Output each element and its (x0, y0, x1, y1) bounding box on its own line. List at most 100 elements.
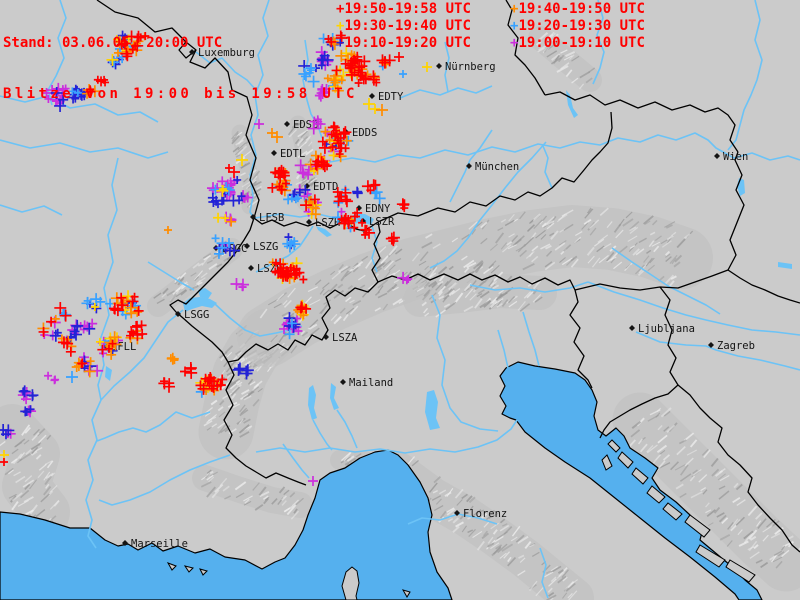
ridge-stroke (388, 245, 398, 256)
ridge-stroke (762, 525, 773, 533)
strike-cross (321, 83, 332, 94)
ridge-stroke (573, 236, 582, 244)
airport-label: LSZG (253, 241, 278, 253)
ridge-stroke (339, 307, 346, 314)
strike-cross (225, 164, 233, 172)
ridge-stroke (533, 219, 543, 230)
strike-cross (104, 344, 113, 353)
ridge-stroke (606, 251, 615, 262)
ridge-stroke (492, 284, 500, 290)
lake (308, 385, 317, 420)
ridge-stroke (545, 245, 552, 250)
strike-cross (340, 47, 353, 60)
strike-cross (158, 377, 171, 390)
ridge-stroke (392, 286, 399, 292)
ridge-stroke (557, 569, 564, 574)
ridge-stroke (560, 62, 570, 70)
ridge-stroke (563, 55, 573, 61)
strike-cross (370, 188, 381, 199)
ridge-stroke (596, 245, 605, 253)
ridge-stroke (647, 264, 655, 272)
ridge-stroke (659, 449, 666, 455)
strike-cross (399, 70, 407, 78)
ridge-stroke (308, 299, 321, 306)
place-labels: Luxemburg Nürnberg München Wien Ljubljana Zag… (102, 47, 755, 550)
ridge-stroke (424, 312, 430, 317)
ridge-stroke (423, 289, 431, 297)
river (96, 411, 211, 442)
ridge-stroke (237, 142, 246, 151)
strike-cross (331, 65, 342, 76)
ridge-stroke (544, 571, 554, 578)
ridge-stroke (194, 270, 203, 281)
river (407, 513, 498, 525)
ridge-stroke (511, 235, 519, 243)
ridge-stroke (627, 235, 638, 242)
ridge-stroke (31, 446, 39, 455)
ridge-stroke (529, 219, 534, 224)
ridge-stroke (787, 535, 794, 540)
ridge-stroke (382, 303, 389, 311)
strike-cross (95, 337, 104, 346)
country-borders (96, 0, 800, 553)
ridge-stroke (424, 265, 429, 271)
ridge-stroke (437, 280, 444, 286)
ridge-stroke (203, 420, 213, 427)
ridge-stroke (542, 215, 548, 222)
strike-cross (361, 180, 374, 193)
ridge-stroke (547, 42, 558, 50)
ridge-stroke (726, 540, 733, 547)
ridge-stroke (480, 221, 488, 229)
ridge-stroke (550, 597, 554, 600)
ridge-stroke (461, 255, 468, 261)
ridge-stroke (657, 424, 663, 431)
ridge-stroke (192, 262, 200, 269)
river (255, 419, 518, 454)
ridge-stroke (347, 284, 354, 290)
ridge-stroke (454, 488, 464, 499)
ridge-stroke (629, 220, 640, 231)
ridge-stroke (461, 525, 467, 533)
ridge-stroke (40, 493, 50, 503)
strike-cross (225, 187, 236, 198)
ridge-stroke (508, 296, 516, 304)
ridge-stroke (204, 412, 211, 417)
strike-cross (271, 131, 283, 143)
strike-cross (73, 88, 82, 97)
ridge-stroke (661, 240, 672, 248)
ridge-stroke (293, 508, 298, 514)
ridge-stroke (760, 561, 769, 569)
strike-cross (65, 346, 76, 357)
ridge-stroke (204, 472, 211, 479)
ridge-stroke (361, 255, 369, 262)
ridge-stroke (495, 232, 505, 244)
ridge-stroke (448, 289, 456, 297)
strike-cross (300, 199, 313, 212)
strike-cross (118, 37, 131, 50)
ridge-stroke (531, 551, 540, 557)
ridge-stroke (674, 254, 683, 263)
ridge-stroke (551, 33, 559, 42)
ridge-stroke (252, 193, 260, 200)
mountain-belt (231, 124, 261, 215)
ridge-stroke (676, 446, 686, 456)
river (98, 454, 231, 506)
ridge-stroke (629, 226, 637, 232)
ridge-stroke (561, 569, 569, 578)
ridge-stroke (481, 532, 490, 540)
strike-cross (59, 309, 72, 322)
ridge-stroke (384, 260, 394, 271)
ridge-stroke (10, 458, 18, 464)
strike-cross (20, 386, 29, 395)
ridge-stroke (438, 489, 447, 495)
ridge-stroke (638, 237, 647, 244)
ridge-stroke (718, 485, 726, 490)
ridge-stroke (769, 555, 777, 561)
ridge-stroke (532, 293, 542, 303)
strike-cross (108, 302, 121, 315)
ridge-stroke (567, 593, 573, 599)
river (249, 0, 349, 221)
ridge-stroke (589, 227, 597, 236)
ridge-stroke (498, 289, 504, 294)
